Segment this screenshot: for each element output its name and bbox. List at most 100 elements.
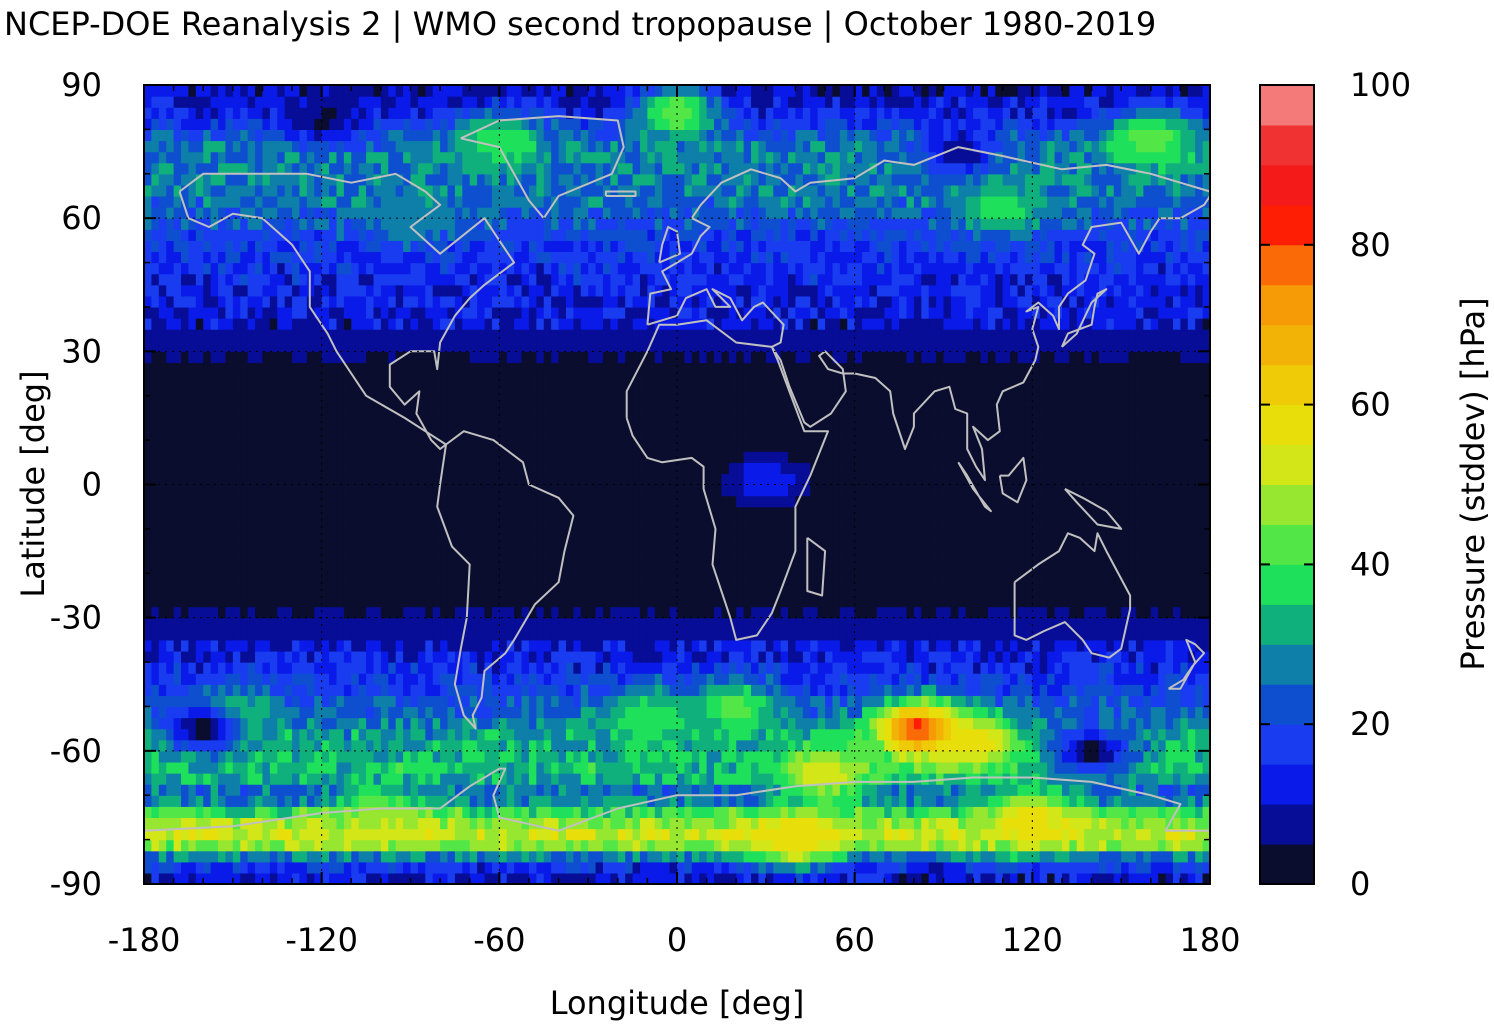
heatmap-cell [832, 662, 841, 674]
heatmap-cell [447, 728, 456, 741]
heatmap-cell [639, 806, 648, 819]
heatmap-cell [602, 728, 611, 741]
heatmap-cell [1024, 795, 1033, 807]
heatmap-cell [950, 695, 959, 708]
heatmap-cell [484, 539, 493, 552]
heatmap-cell [166, 717, 175, 730]
heatmap-cell [943, 573, 952, 585]
heatmap-cell [388, 828, 397, 841]
heatmap-cell [1158, 850, 1167, 863]
heatmap-cell [913, 728, 922, 741]
heatmap-cell [943, 695, 952, 708]
heatmap-cell [277, 628, 286, 641]
heatmap-cell [247, 662, 256, 674]
heatmap-cell [321, 639, 330, 652]
heatmap-cell [358, 584, 367, 597]
heatmap-cell [432, 773, 441, 785]
heatmap-cell [1143, 551, 1152, 563]
heatmap-cell [580, 806, 589, 819]
heatmap-cell [388, 817, 397, 830]
heatmap-cell [795, 595, 804, 608]
heatmap-cell [1047, 650, 1056, 663]
heatmap-cell [595, 795, 604, 807]
heatmap-cell [343, 861, 352, 874]
heatmap-cell [1172, 750, 1181, 763]
heatmap-cell [506, 562, 515, 574]
heatmap-cell [1054, 573, 1063, 585]
heatmap-cell [617, 562, 626, 574]
heatmap-cell [528, 662, 537, 674]
heatmap-cell [210, 662, 219, 674]
heatmap-cell [417, 750, 426, 763]
heatmap-cell [166, 606, 175, 619]
heatmap-cell [677, 773, 685, 785]
heatmap-cell [780, 784, 789, 796]
heatmap-cell [699, 662, 708, 674]
heatmap-cell [965, 562, 974, 574]
heatmap-cell [440, 606, 449, 619]
heatmap-cell [817, 662, 826, 674]
heatmap-cell [462, 650, 471, 663]
heatmap-cell [921, 528, 930, 541]
heatmap-cell [358, 717, 367, 730]
heatmap-cell [284, 717, 293, 730]
heatmap-cell [788, 562, 797, 574]
heatmap-cell [721, 573, 730, 585]
heatmap-cell [528, 839, 537, 852]
heatmap-cell [469, 861, 478, 874]
heatmap-cell [262, 628, 271, 641]
heatmap-cell [432, 584, 441, 597]
heatmap-cell [388, 839, 397, 852]
heatmap-cell [839, 773, 848, 785]
heatmap-cell [1010, 728, 1019, 741]
heatmap-cell [1024, 628, 1033, 641]
heatmap-cell [417, 606, 426, 619]
heatmap-cell [973, 506, 982, 519]
heatmap-cell [210, 750, 219, 763]
heatmap-cell [255, 706, 264, 719]
heatmap-cell [891, 839, 900, 852]
heatmap-cell [447, 528, 456, 541]
heatmap-cell [1098, 595, 1107, 608]
heatmap-cell [1024, 562, 1033, 574]
heatmap-cell [625, 506, 634, 519]
heatmap-cell [410, 695, 419, 708]
heatmap-cell [1091, 761, 1100, 774]
heatmap-cell [232, 806, 241, 819]
heatmap-cell [788, 773, 797, 785]
heatmap-cell [543, 784, 552, 796]
heatmap-cell [728, 562, 737, 574]
heatmap-cell [218, 673, 227, 685]
heatmap-cell [758, 551, 767, 563]
heatmap-cell [995, 761, 1004, 774]
heatmap-cell [1150, 761, 1159, 774]
heatmap-cell [573, 495, 582, 508]
heatmap-cell [995, 695, 1004, 708]
heatmap-cell [454, 684, 463, 696]
heatmap-cell [284, 551, 293, 563]
heatmap-cell [173, 617, 182, 630]
heatmap-cell [825, 861, 834, 874]
heatmap-cell [417, 761, 426, 774]
heatmap-cell [565, 562, 574, 574]
heatmap-cell [706, 595, 715, 608]
heatmap-cell [351, 828, 360, 841]
heatmap-cell [684, 573, 693, 585]
heatmap-cell [580, 717, 589, 730]
heatmap-cell [366, 584, 375, 597]
heatmap-cell [329, 872, 338, 885]
heatmap-cell [395, 861, 404, 874]
heatmap-cell [1091, 695, 1100, 708]
heatmap-cell [1113, 872, 1122, 885]
heatmap-cell [247, 539, 256, 552]
heatmap-cell [1143, 761, 1152, 774]
heatmap-cell [832, 628, 841, 641]
heatmap-cell [699, 728, 708, 741]
heatmap-cell [218, 517, 227, 530]
heatmap-cell [166, 850, 175, 863]
heatmap-cell [921, 706, 930, 719]
heatmap-cell [936, 573, 945, 585]
heatmap-cell [1128, 761, 1137, 774]
heatmap-cell [1106, 728, 1115, 741]
heatmap-cell [706, 795, 715, 807]
